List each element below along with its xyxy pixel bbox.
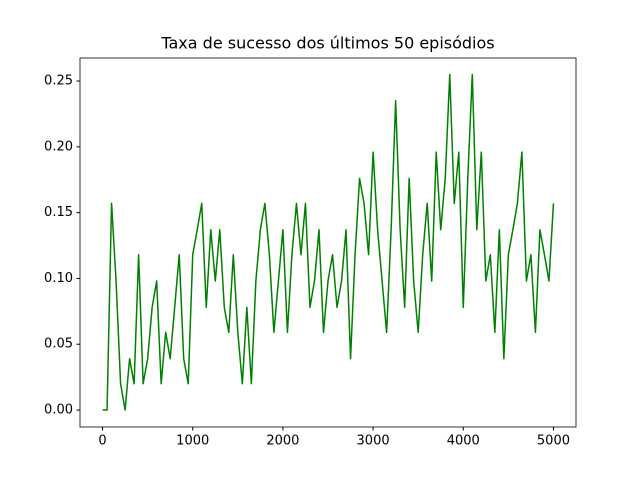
y-tick-label: 0.00 (44, 403, 73, 418)
chart-title: Taxa de sucesso dos últimos 50 episódios (160, 34, 494, 53)
y-tick-label: 0.10 (44, 271, 73, 286)
x-tick-label: 4000 (447, 434, 480, 449)
x-tick-label: 0 (98, 434, 106, 449)
data-line (102, 73, 555, 411)
x-tick-label: 1000 (176, 434, 209, 449)
x-tick-label: 2000 (266, 434, 299, 449)
y-tick-label: 0.20 (44, 139, 73, 154)
y-tick-label: 0.25 (44, 74, 73, 89)
y-tick-label: 0.15 (44, 205, 73, 220)
x-tick-label: 5000 (537, 434, 570, 449)
y-tick-label: 0.05 (44, 337, 73, 352)
axes-frame (79, 57, 577, 428)
x-tick-label: 3000 (357, 434, 390, 449)
